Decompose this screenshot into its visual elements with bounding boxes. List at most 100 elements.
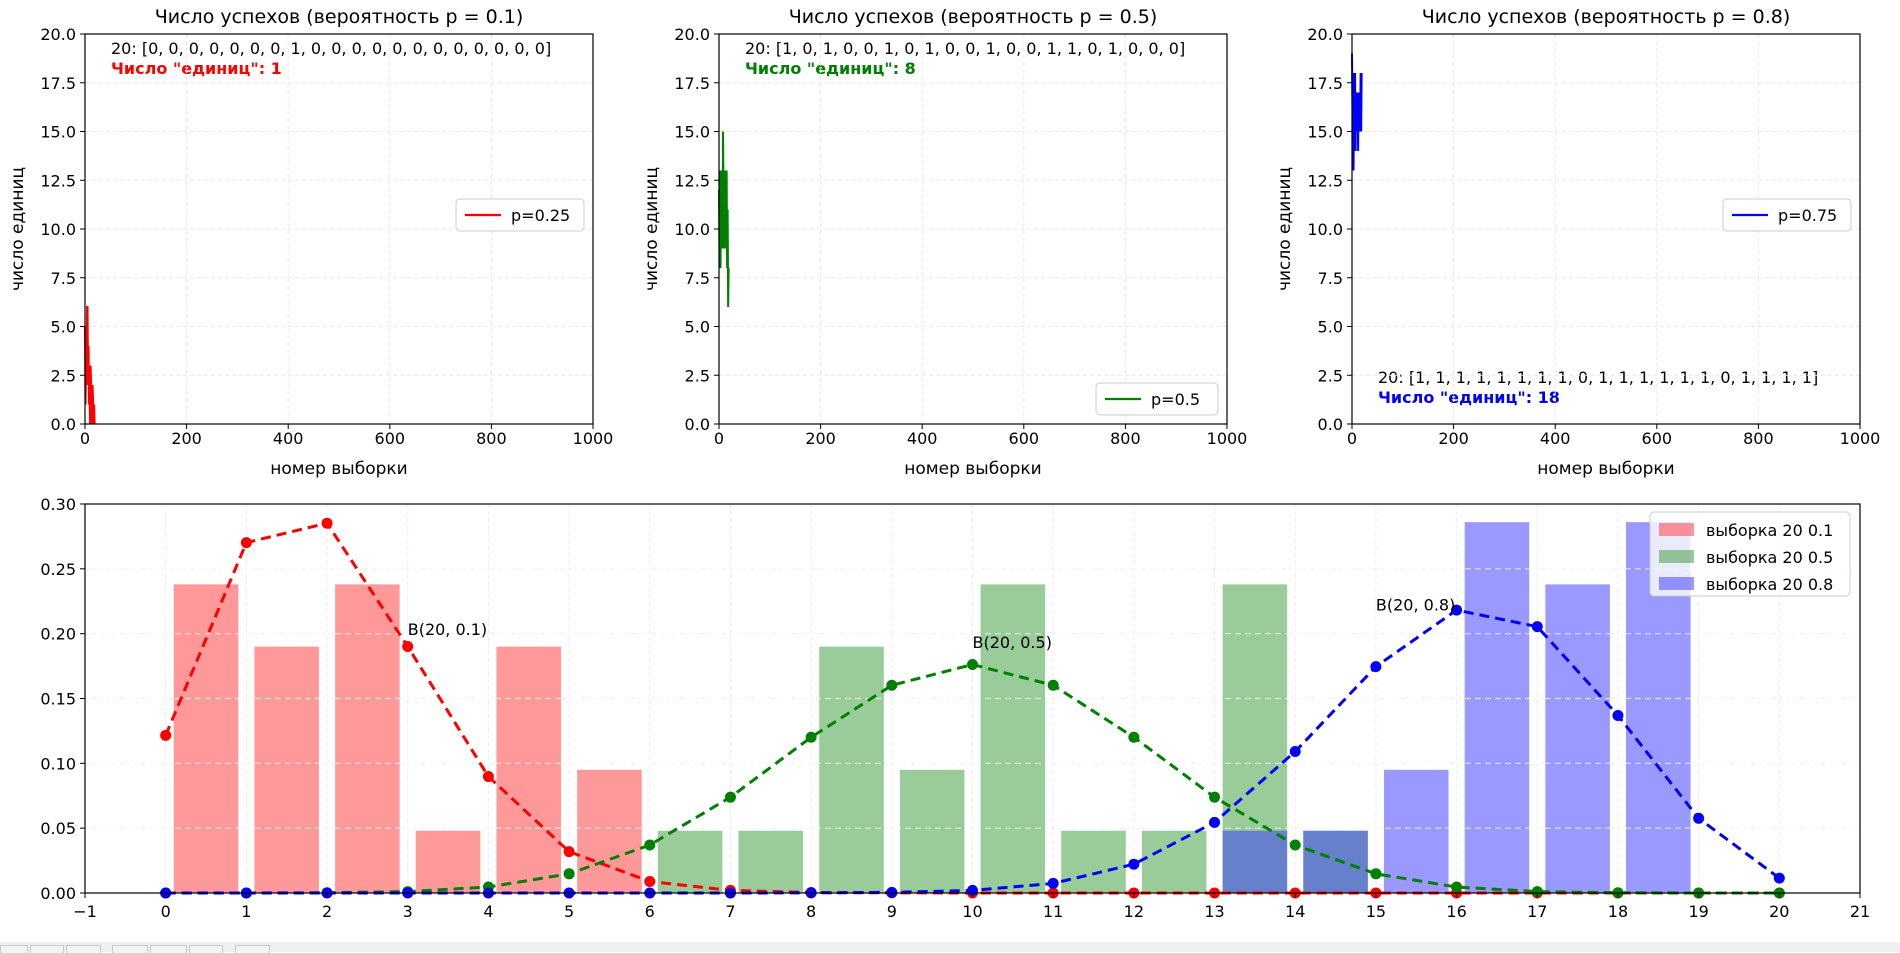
x-tick-label: 0 <box>1347 429 1357 448</box>
x-tick-label: 200 <box>171 429 202 448</box>
count-text: Число "единиц": 18 <box>1378 388 1560 407</box>
pmf-line <box>165 662 1780 895</box>
pmf-point <box>1209 791 1221 803</box>
pmf-point <box>321 517 333 529</box>
x-tick-label: 1 <box>241 902 251 921</box>
legend-label: выборка 20 0.5 <box>1706 548 1833 567</box>
legend-box <box>1722 198 1852 232</box>
x-tick-label: 2 <box>322 902 332 921</box>
x-tick-label: 1000 <box>1207 429 1248 448</box>
x-tick-label: 800 <box>1743 429 1774 448</box>
pmf-point <box>724 791 736 803</box>
y-tick-label: 12.5 <box>1307 171 1343 190</box>
save-button[interactable] <box>235 945 270 953</box>
legend-label: выборка 20 0.8 <box>1706 575 1833 594</box>
x-tick-label: 800 <box>476 429 507 448</box>
y-tick-label: 0.25 <box>40 560 76 579</box>
y-tick-label: 17.5 <box>674 74 710 93</box>
zoom-button[interactable] <box>150 945 187 953</box>
y-tick-label: 10.0 <box>674 220 710 239</box>
x-tick-label: 800 <box>1110 429 1141 448</box>
y-tick-label: 0.0 <box>51 415 76 434</box>
x-tick-label: 8 <box>806 902 816 921</box>
x-tick-label: 1000 <box>1840 429 1881 448</box>
pmf-point <box>967 659 978 671</box>
x-tick-label: 17 <box>1527 902 1547 921</box>
y-tick-label: 0.05 <box>40 819 76 838</box>
legend-box <box>1095 382 1219 416</box>
bar <box>254 646 319 893</box>
pan-button[interactable] <box>112 945 148 953</box>
y-axis-label: число единиц <box>642 167 662 291</box>
pmf-point <box>160 729 172 741</box>
pmf-point <box>482 771 494 783</box>
y-tick-label: 17.5 <box>1307 74 1343 93</box>
y-tick-label: 2.5 <box>685 366 710 385</box>
x-tick-label: 0 <box>714 429 724 448</box>
y-tick-label: 20.0 <box>674 25 710 44</box>
x-axis-label: номер выборки <box>1537 459 1674 479</box>
pmf-point <box>1128 731 1140 743</box>
forward-button[interactable] <box>66 945 101 953</box>
y-tick-label: 0.10 <box>40 754 76 773</box>
y-tick-label: 12.5 <box>40 171 76 190</box>
x-tick-label: 15 <box>1366 902 1386 921</box>
y-tick-label: 5.0 <box>685 318 710 337</box>
bar <box>496 646 562 893</box>
x-tick-label: 9 <box>887 902 897 921</box>
back-button[interactable] <box>30 945 64 953</box>
y-axis-label: число единиц <box>1275 167 1295 291</box>
y-tick-label: 0.15 <box>40 690 76 709</box>
x-tick-label: 11 <box>1043 902 1063 921</box>
y-tick-label: 7.5 <box>685 269 710 288</box>
x-tick-label: 3 <box>403 902 413 921</box>
legend-swatch <box>1659 523 1694 536</box>
bar <box>577 769 642 893</box>
pmf-point <box>402 641 414 653</box>
legend-swatch <box>1659 577 1694 590</box>
legend-label: выборка 20 0.1 <box>1706 521 1833 540</box>
sample-text: 20: [1, 0, 1, 0, 0, 1, 0, 1, 0, 0, 1, 0,… <box>745 39 1185 58</box>
y-tick-label: 7.5 <box>1318 269 1343 288</box>
series-line <box>1351 53 1363 171</box>
pmf-point <box>1370 661 1382 673</box>
bar <box>1061 830 1126 893</box>
x-tick-label: 400 <box>907 429 938 448</box>
x-tick-label: 13 <box>1204 902 1224 921</box>
legend-label: p=0.25 <box>511 206 570 225</box>
bar <box>738 830 804 893</box>
pmf-point <box>563 868 575 880</box>
x-tick-label: 6 <box>645 902 655 921</box>
home-button[interactable] <box>0 945 28 953</box>
chart-title: Число успехов (вероятность p = 0.5) <box>789 6 1158 28</box>
pmf-point <box>1370 868 1382 880</box>
x-tick-label: 600 <box>375 429 406 448</box>
bar <box>1222 830 1288 893</box>
bar <box>335 584 400 893</box>
bar <box>1545 584 1610 893</box>
configure-button[interactable] <box>189 945 223 953</box>
x-tick-label: 19 <box>1688 902 1708 921</box>
bar <box>1464 522 1530 893</box>
pmf-point <box>1773 872 1785 884</box>
x-tick-label: −1 <box>73 902 97 921</box>
pmf-point <box>886 679 898 691</box>
y-tick-label: 0.20 <box>40 625 76 644</box>
y-tick-label: 5.0 <box>1318 318 1343 337</box>
legend-box <box>1649 511 1851 597</box>
bar <box>899 769 965 893</box>
pmf-point <box>1693 812 1705 824</box>
top-chart-p01: Число успехов (вероятность p = 0.1) номе… <box>8 6 613 479</box>
pmf-point <box>1531 886 1543 898</box>
x-tick-label: 400 <box>1540 429 1571 448</box>
pmf-point <box>240 537 252 549</box>
pmf-point <box>1451 604 1463 616</box>
pmf-point <box>1209 816 1221 828</box>
series-line <box>718 131 730 308</box>
x-tick-label: 0 <box>80 429 90 448</box>
pmf-point <box>1047 679 1059 691</box>
pmf-point <box>1047 877 1059 889</box>
y-tick-label: 12.5 <box>674 171 710 190</box>
pmf-point <box>644 839 656 851</box>
